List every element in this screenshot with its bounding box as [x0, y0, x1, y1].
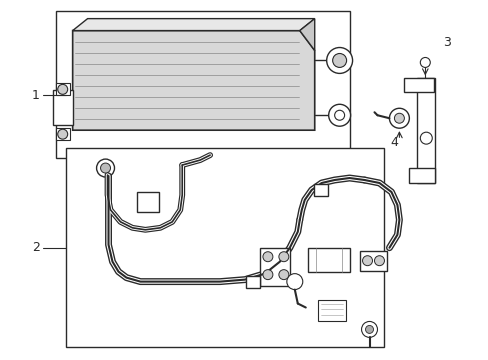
Circle shape [328, 104, 350, 126]
Bar [260, 248, 289, 285]
Bar [416, 78, 434, 183]
Polygon shape [73, 19, 314, 31]
Circle shape [58, 129, 67, 139]
Bar [53, 90, 73, 125]
Text: 1: 1 [32, 89, 40, 102]
Bar [65, 148, 384, 347]
Bar [56, 128, 69, 140]
Circle shape [326, 48, 352, 73]
Bar [317, 300, 345, 321]
Circle shape [394, 113, 404, 123]
Polygon shape [299, 19, 314, 50]
Circle shape [388, 108, 408, 128]
Bar [56, 11, 349, 158]
Circle shape [334, 110, 344, 120]
Circle shape [278, 270, 288, 280]
Bar [404, 78, 433, 92]
Circle shape [365, 325, 373, 333]
Text: 4: 4 [390, 136, 398, 149]
Circle shape [374, 256, 384, 266]
Circle shape [263, 270, 272, 280]
Bar [56, 84, 69, 95]
Bar [408, 168, 434, 183]
Circle shape [332, 54, 346, 67]
Circle shape [263, 252, 272, 262]
Bar [307, 248, 349, 272]
Bar [137, 192, 159, 212]
Text: 2: 2 [32, 241, 40, 254]
Circle shape [96, 159, 114, 177]
Bar [359, 251, 386, 271]
Circle shape [286, 274, 302, 289]
Bar [245, 276, 260, 288]
Circle shape [58, 84, 67, 94]
Circle shape [278, 252, 288, 262]
Circle shape [361, 321, 377, 337]
Circle shape [420, 58, 429, 67]
Polygon shape [73, 31, 314, 130]
Bar [313, 184, 327, 196]
Circle shape [420, 132, 431, 144]
Text: 3: 3 [442, 36, 450, 49]
Circle shape [101, 163, 110, 173]
Circle shape [362, 256, 372, 266]
